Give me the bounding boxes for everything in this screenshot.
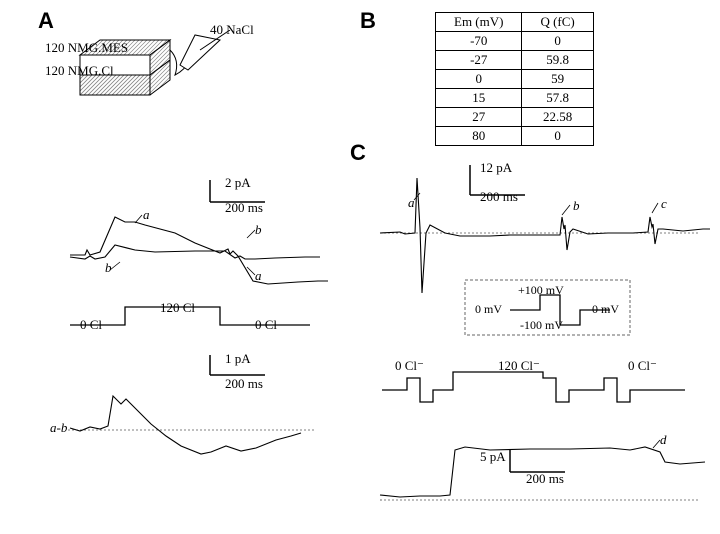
diagram-label-bot: 120 NMG.Cl [45,63,114,79]
diagram-label-top: 120 NMG.MES [45,40,128,56]
stepC-lo2: 0 Cl⁻ [628,358,657,374]
c: 15 [436,89,522,108]
panel-label-b: B [360,8,376,34]
stepC-lo1: 0 Cl⁻ [395,358,424,374]
panel-label-a: A [38,8,54,34]
stepA-lo2: 0 Cl [255,317,277,333]
stepA-lo1: 0 Cl [80,317,102,333]
c: 0 [522,127,593,146]
c: 27 [436,108,522,127]
c: 0 [522,32,593,51]
annot-b1: b [105,260,112,276]
c: 22.58 [522,108,593,127]
inset-bot: -100 mV [520,318,563,333]
annot-Cb: b [573,198,580,214]
stepA-hi: 120 Cl [160,300,195,316]
sbA1-h: 200 ms [225,200,263,216]
c: -70 [436,32,522,51]
sbA1-v: 2 pA [225,175,251,191]
sbC1-v: 12 pA [480,160,512,176]
inset-right: 0 mV [592,302,619,317]
sbC1-h: 200 ms [480,189,518,205]
inset-top: +100 mV [518,283,564,298]
panel-b-table: Em (mV)Q (fC) -700 -2759.8 059 1557.8 27… [435,12,594,146]
stepC-hi: 120 Cl⁻ [498,358,540,374]
c: 59 [522,70,593,89]
inset-left: 0 mV [475,302,502,317]
c: 59.8 [522,51,593,70]
sbC2-h: 200 ms [526,471,564,487]
panel-a-traces [50,175,330,525]
sbA2-h: 200 ms [225,376,263,392]
annot-Cc: c [661,196,667,212]
sbC2-v: 5 pA [480,449,506,465]
tbl-h0: Em (mV) [436,13,522,32]
annot-Cd: d [660,432,667,448]
sbA2-v: 1 pA [225,351,251,367]
panel-label-c: C [350,140,366,166]
c: 57.8 [522,89,593,108]
annot-b2: b [255,222,262,238]
c: 80 [436,127,522,146]
annot-diff: a-b [50,420,67,436]
c: -27 [436,51,522,70]
annot-a2: a [255,268,262,284]
annot-a1: a [143,207,150,223]
panel-c-traces [370,155,710,525]
annot-Ca: a [408,195,415,211]
tbl-h1: Q (fC) [522,13,593,32]
c: 0 [436,70,522,89]
diagram-label-pipette: 40 NaCl [210,22,254,38]
